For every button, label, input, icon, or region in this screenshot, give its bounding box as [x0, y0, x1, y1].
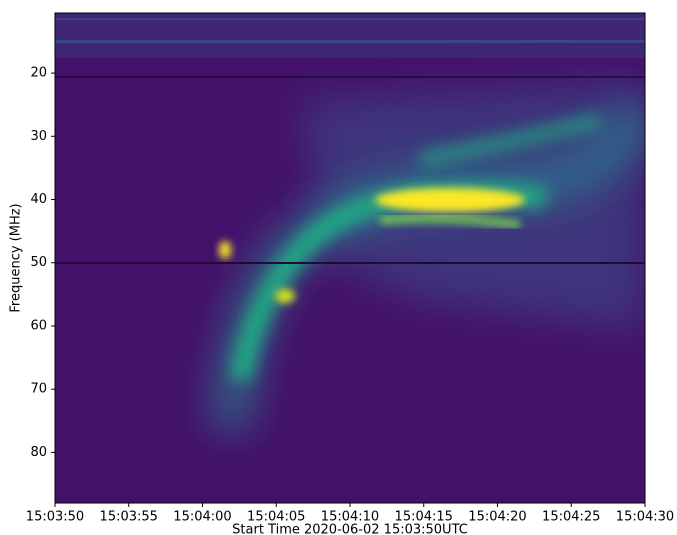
y-tick-label: 20 [30, 66, 47, 81]
y-tick-label: 50 [30, 255, 47, 270]
x-tick-label: 15:04:15 [395, 510, 453, 525]
x-tick-label: 15:03:50 [26, 510, 84, 525]
x-tick-label: 15:04:00 [173, 510, 231, 525]
x-tick-label: 15:04:25 [542, 510, 600, 525]
y-tick-label: 60 [30, 318, 47, 333]
x-tick-label: 15:04:30 [616, 510, 674, 525]
x-tick-label: 15:03:55 [100, 510, 158, 525]
x-axis-label: Start Time 2020-06-02 15:03:50UTC [232, 523, 468, 535]
x-tick-label: 15:04:10 [321, 510, 379, 525]
y-tick-label: 70 [30, 382, 47, 397]
y-tick-label: 40 [30, 192, 47, 207]
y-tick-label: 80 [30, 445, 47, 460]
x-tick-label: 15:04:05 [247, 510, 305, 525]
spectrogram-image [55, 13, 645, 503]
y-axis-label: Frequency (MHz) [9, 203, 24, 312]
y-tick-label: 30 [30, 129, 47, 144]
x-tick-label: 15:04:20 [468, 510, 526, 525]
